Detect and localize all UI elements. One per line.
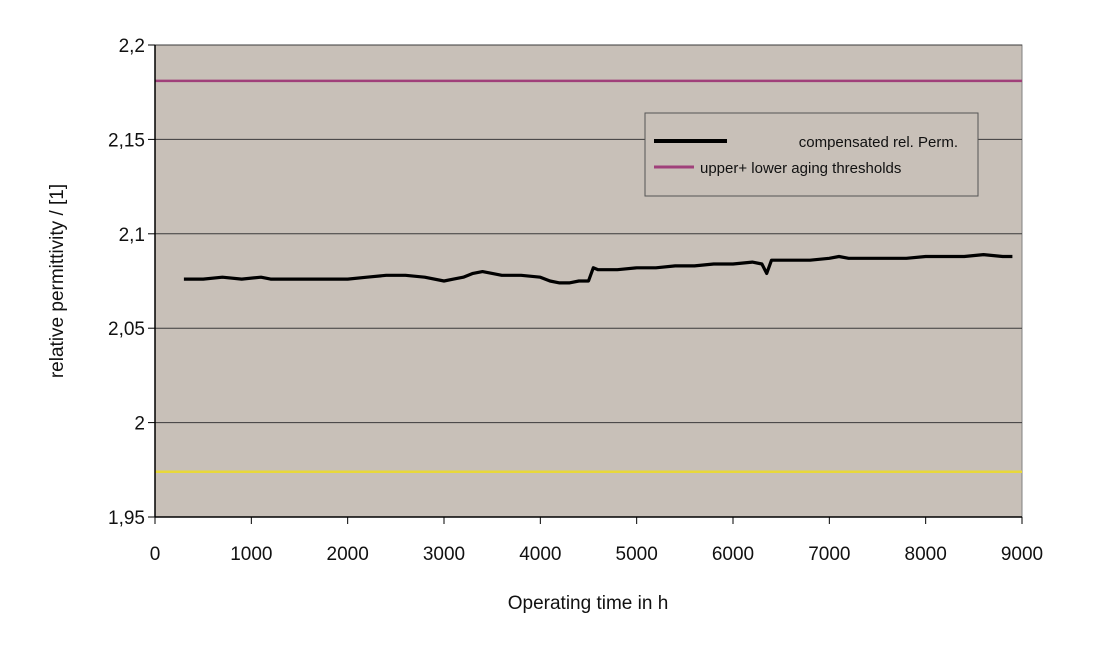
- x-axis-title: Operating time in h: [508, 593, 669, 614]
- x-tick-label: 6000: [712, 544, 754, 565]
- gridlines: [155, 44, 1022, 424]
- axes: [154, 45, 1022, 518]
- x-tick-label: 8000: [905, 544, 947, 565]
- y-tick-label: 2,05: [108, 319, 145, 340]
- y-tick-label: 2,2: [119, 36, 145, 57]
- ticks: [148, 44, 1023, 524]
- legend: compensated rel. Perm. upper+ lower agin…: [644, 112, 979, 197]
- y-tick-label: 1,95: [108, 508, 145, 529]
- legend-label-thresholds: upper+ lower aging thresholds: [700, 160, 901, 177]
- y-axis-title: relative permittivity / [1]: [47, 184, 68, 378]
- series-line-0: [183, 253, 1013, 285]
- y-tick-label: 2,1: [119, 225, 145, 246]
- y-tick-label: 2: [134, 414, 145, 435]
- x-tick-label: 3000: [423, 544, 465, 565]
- x-tick-label: 1000: [230, 544, 272, 565]
- tick-labels: 1,95 2 2,05 2,1 2,15 2,2 0 1000 2000 3000 4000 5000…: [108, 36, 1043, 565]
- series-layer: [155, 79, 1022, 473]
- x-tick-label: 5000: [616, 544, 658, 565]
- x-tick-label: 0: [150, 544, 161, 565]
- legend-box: [644, 112, 979, 197]
- y-tick-label: 2,15: [108, 130, 145, 151]
- x-tick-label: 7000: [808, 544, 850, 565]
- x-tick-label: 4000: [519, 544, 561, 565]
- x-tick-label: 9000: [1001, 544, 1043, 565]
- x-tick-label: 2000: [327, 544, 369, 565]
- legend-label-compensated: compensated rel. Perm.: [799, 134, 958, 151]
